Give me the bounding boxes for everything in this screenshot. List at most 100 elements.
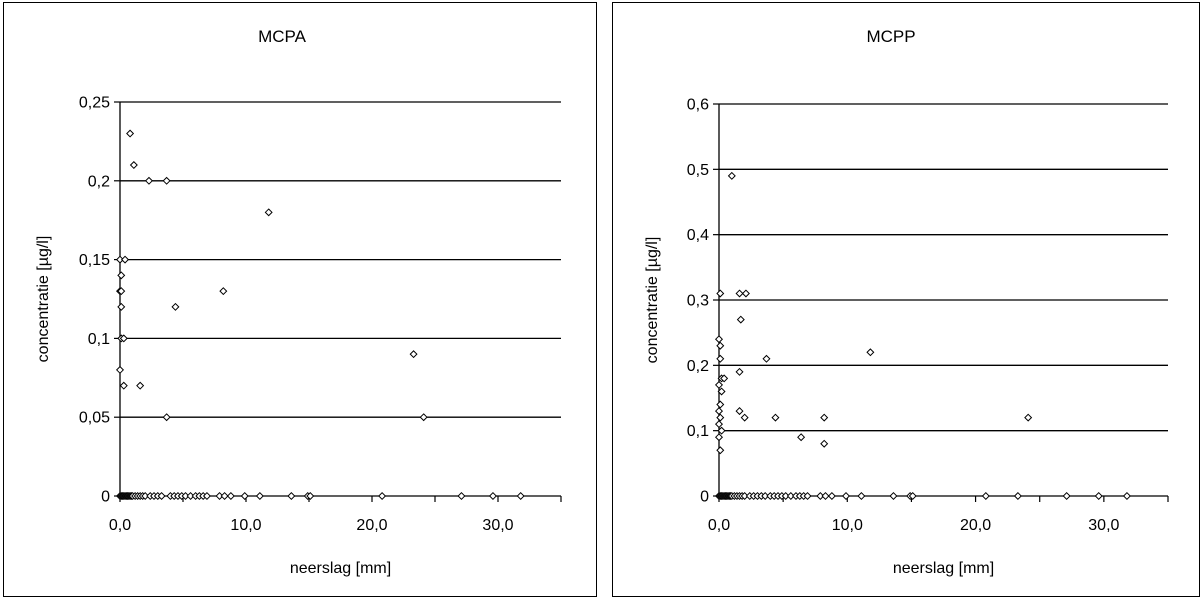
data-point — [736, 315, 745, 324]
data-point — [171, 302, 180, 311]
data-point — [1013, 491, 1022, 501]
data-point — [827, 491, 836, 501]
data-point — [1122, 491, 1131, 501]
data-point — [129, 161, 138, 170]
data-point — [740, 413, 749, 422]
y-tick-label-5: 0,5 — [687, 162, 709, 179]
data-point — [714, 407, 724, 416]
data-point — [908, 491, 917, 501]
data-point — [857, 491, 866, 501]
x-tick-label-3: 30,0 — [1088, 517, 1119, 534]
data-point — [820, 413, 829, 422]
data-point — [115, 365, 125, 374]
data-point — [981, 491, 990, 501]
data-point — [714, 433, 724, 442]
data-point — [378, 491, 387, 501]
y-tick-label-3: 0,3 — [687, 293, 709, 310]
x-axis-label: neerslag [mm] — [290, 560, 391, 577]
data-point — [119, 334, 128, 343]
mcpp-scatter-chart: MCPP 0 0,1 0,2 0,3 0,4 0,5 0,6 0,0 10,0 20,0 30,0 ne… — [644, 27, 1169, 577]
y-tick-label-5: 0,25 — [79, 95, 110, 112]
data-point — [735, 367, 744, 376]
x-tick-label-3: 30,0 — [482, 517, 513, 534]
data-point — [226, 491, 235, 501]
data-point — [144, 176, 153, 185]
data-point — [762, 354, 771, 363]
data-point — [117, 302, 126, 311]
data-point — [816, 491, 825, 501]
x-tick-label-2: 20,0 — [960, 517, 991, 534]
data-point — [761, 491, 770, 501]
data-point — [202, 491, 211, 501]
y-tick-label-4: 0,2 — [88, 173, 110, 190]
y-axis-label: concentratie [µg/l] — [644, 237, 661, 364]
y-tick-label-2: 0,1 — [88, 331, 110, 348]
data-point — [841, 491, 851, 501]
mcpa-scatter-chart: MCPA 0 0,05 0,1 0,15 0,2 0,25 0,0 10,0 20,0 30,0 ne… — [35, 27, 562, 577]
chart-panel-mcpa: MCPA 0 0,05 0,1 0,15 0,2 0,25 0,0 10,0 20,0 30,0 ne… — [3, 2, 597, 597]
data-point — [820, 439, 829, 448]
data-point — [220, 491, 229, 501]
data-point — [716, 354, 725, 363]
data-point — [219, 287, 228, 296]
data-point — [162, 413, 171, 422]
data-point — [121, 255, 130, 264]
x-tick-label-1: 10,0 — [230, 517, 261, 534]
data-point — [717, 387, 726, 396]
data-point — [287, 491, 296, 501]
data-point — [240, 491, 249, 501]
data-point — [735, 289, 744, 298]
data-point — [786, 491, 795, 501]
data-point — [740, 491, 749, 501]
data-point — [720, 374, 729, 383]
data-point — [162, 176, 171, 185]
y-tick-label-3: 0,15 — [79, 252, 110, 269]
data-point — [488, 491, 497, 501]
data-point — [741, 289, 750, 298]
y-tick-label-1: 0,05 — [79, 410, 110, 427]
data-point — [797, 433, 806, 442]
y-tick-label-6: 0,6 — [687, 97, 709, 114]
data-point — [306, 491, 315, 501]
x-tick-label-0: 0,0 — [109, 517, 131, 534]
data-point — [264, 208, 273, 217]
data-point — [781, 491, 790, 501]
chart-title: MCPP — [866, 27, 915, 46]
data-point — [821, 491, 830, 501]
y-tick-label-1: 0,1 — [687, 423, 709, 440]
data-point — [714, 380, 724, 389]
data-point — [717, 426, 726, 435]
data-point — [889, 491, 898, 501]
chart-title: MCPA — [258, 27, 307, 46]
data-point — [157, 491, 166, 501]
data-point — [1062, 491, 1071, 501]
x-axis-label: neerslag [mm] — [893, 560, 994, 577]
data-point — [716, 446, 725, 455]
data-point — [866, 348, 875, 357]
data-point — [735, 407, 744, 416]
data-point — [457, 491, 466, 501]
data-point — [419, 413, 428, 422]
data-point — [716, 413, 725, 422]
data-point — [716, 341, 725, 350]
x-tick-label-1: 10,0 — [832, 517, 863, 534]
chart-panel-mcpp: MCPP 0 0,1 0,2 0,3 0,4 0,5 0,6 0,0 10,0 20,0 30,0 ne… — [612, 2, 1200, 597]
data-point — [714, 420, 724, 429]
data-point — [516, 491, 525, 501]
x-tick-label-0: 0,0 — [708, 517, 730, 534]
data-point — [117, 287, 126, 296]
y-tick-label-4: 0,4 — [687, 227, 709, 244]
data-point — [714, 335, 724, 344]
data-point — [716, 400, 725, 409]
data-point — [771, 413, 780, 422]
y-tick-label-2: 0,2 — [687, 358, 709, 375]
data-point — [136, 381, 145, 390]
y-tick-label-0: 0 — [700, 489, 709, 506]
data-point — [1094, 491, 1103, 501]
data-point — [255, 491, 264, 501]
data-point — [117, 271, 126, 280]
data-point — [716, 289, 725, 298]
data-point — [126, 129, 135, 138]
data-point — [409, 350, 418, 359]
y-axis-label: concentratie [µg/l] — [35, 236, 52, 363]
